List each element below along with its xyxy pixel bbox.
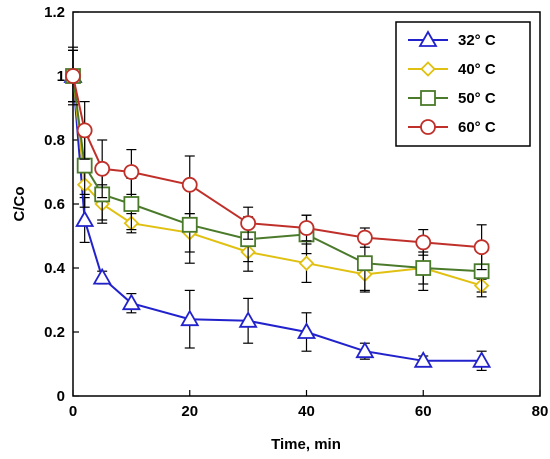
x-axis-label: Time, min (271, 436, 341, 453)
x-tick-label: 80 (532, 403, 549, 420)
data-point (298, 220, 315, 236)
legend-marker (420, 61, 436, 77)
series-layer (63, 46, 492, 371)
data-point (121, 293, 141, 311)
x-tick-label: 0 (69, 403, 77, 420)
y-tick-label: 0.6 (44, 196, 65, 213)
data-point (240, 215, 257, 232)
data-point (181, 216, 198, 233)
legend-label: 60° C (458, 119, 496, 136)
data-point (298, 255, 315, 271)
series-line (72, 75, 482, 362)
data-point (75, 210, 95, 227)
legend-marker (420, 119, 436, 135)
data-point (65, 68, 81, 84)
x-axis-ticks: 0 20 40 60 80 (69, 390, 549, 420)
x-tick-label: 60 (415, 403, 432, 420)
data-point (92, 267, 112, 285)
x-tick-label: 20 (181, 403, 198, 420)
legend: 32° C 40° C 50° C 60° C (395, 21, 531, 147)
data-point (472, 350, 492, 368)
y-tick-label: 0.4 (44, 260, 66, 277)
legend-marker (420, 90, 436, 106)
legend-box (395, 21, 531, 147)
data-point (413, 350, 433, 368)
y-tick-label: 0 (57, 388, 65, 405)
y-tick-label: 0.8 (44, 132, 65, 149)
data-point (123, 164, 140, 180)
y-tick-label: 1.2 (44, 4, 65, 21)
data-point (415, 234, 432, 251)
series-line (72, 75, 482, 273)
data-point (76, 122, 93, 139)
data-point (238, 310, 258, 328)
y-axis-label: C/Co (11, 187, 28, 222)
y-tick-label: 0.2 (44, 324, 65, 341)
legend-label: 50° C (458, 90, 496, 107)
data-point (355, 341, 375, 359)
series-4 (65, 46, 490, 271)
legend-marker (418, 30, 438, 47)
y-tick-label: 1 (57, 68, 65, 85)
legend-label: 40° C (458, 61, 496, 78)
data-point (473, 239, 490, 256)
series-line (72, 75, 482, 249)
x-tick-label: 40 (298, 403, 315, 420)
series-line (72, 75, 482, 287)
data-point (415, 260, 432, 276)
data-point (181, 176, 198, 193)
data-point (356, 255, 373, 272)
data-point (356, 229, 373, 246)
data-point (180, 309, 200, 327)
data-point (123, 196, 140, 212)
data-point (296, 322, 317, 339)
legend-label: 32° C (458, 32, 496, 49)
data-point (94, 160, 111, 177)
y-axis-ticks: 0 0.2 0.4 0.6 0.8 1 1.2 (44, 4, 79, 405)
data-point (76, 157, 93, 174)
